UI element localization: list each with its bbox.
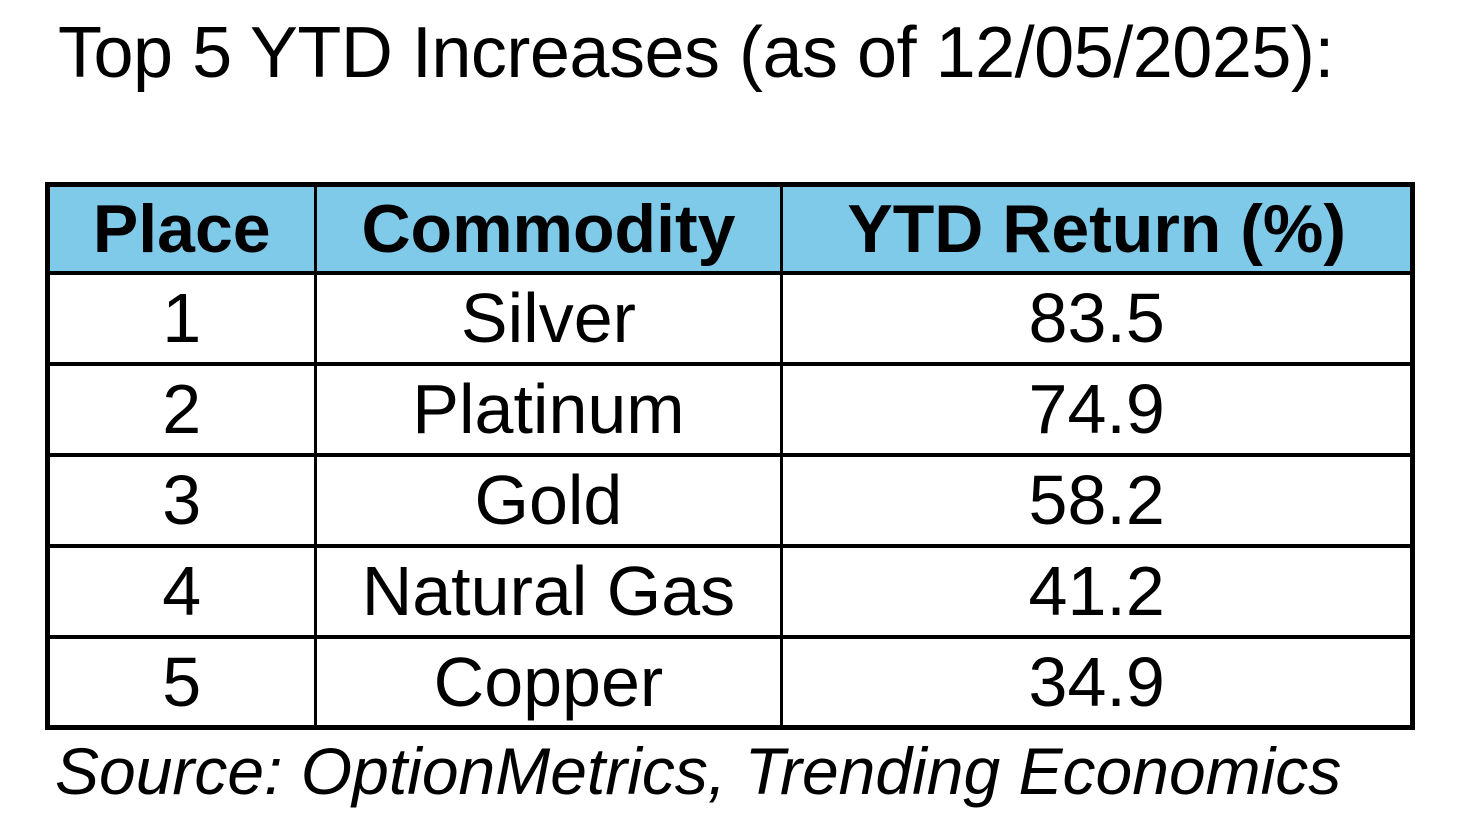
ytd-increases-table: Place Commodity YTD Return (%) 1 Silver … <box>45 182 1415 730</box>
table-row: 1 Silver 83.5 <box>46 270 1414 366</box>
column-header-commodity: Commodity <box>313 182 784 275</box>
cell-place: 1 <box>46 270 317 366</box>
cell-commodity: Gold <box>313 452 784 548</box>
column-header-ytd-return: YTD Return (%) <box>780 182 1414 275</box>
cell-commodity: Natural Gas <box>313 543 784 639</box>
cell-ytd-return: 83.5 <box>780 270 1414 366</box>
cell-commodity: Copper <box>313 634 784 730</box>
cell-ytd-return: 74.9 <box>780 361 1414 457</box>
cell-place: 3 <box>46 452 317 548</box>
table-row: 4 Natural Gas 41.2 <box>46 543 1414 639</box>
table-row: 5 Copper 34.9 <box>46 634 1414 730</box>
table-row: 3 Gold 58.2 <box>46 452 1414 548</box>
cell-commodity: Platinum <box>313 361 784 457</box>
page-title: Top 5 YTD Increases (as of 12/05/2025): <box>58 13 1334 93</box>
cell-place: 4 <box>46 543 317 639</box>
column-header-place: Place <box>46 182 317 275</box>
cell-ytd-return: 34.9 <box>780 634 1414 730</box>
cell-ytd-return: 41.2 <box>780 543 1414 639</box>
cell-commodity: Silver <box>313 270 784 366</box>
cell-place: 2 <box>46 361 317 457</box>
table-header-row: Place Commodity YTD Return (%) <box>46 182 1414 275</box>
table-row: 2 Platinum 74.9 <box>46 361 1414 457</box>
cell-place: 5 <box>46 634 317 730</box>
cell-ytd-return: 58.2 <box>780 452 1414 548</box>
source-attribution: Source: OptionMetrics, Trending Economic… <box>55 734 1342 808</box>
